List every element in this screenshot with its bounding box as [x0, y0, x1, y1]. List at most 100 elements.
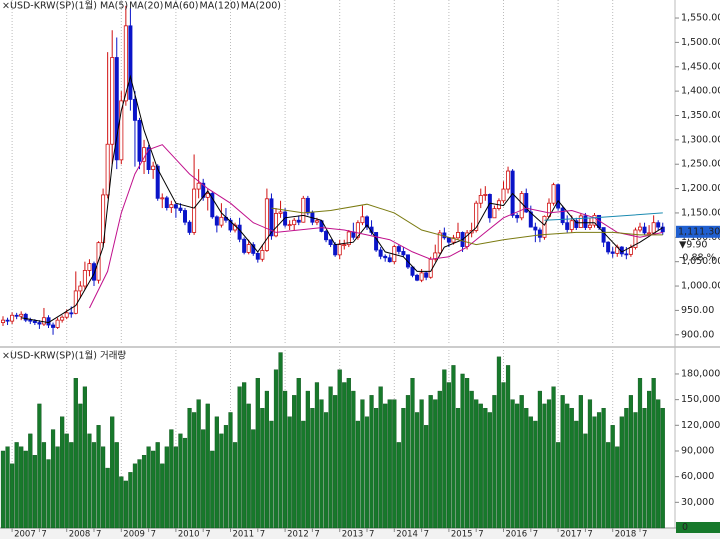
candle-body	[383, 255, 388, 259]
volume-bar	[551, 386, 556, 529]
candle-body	[606, 241, 611, 253]
y-tick-label: 1,250.00	[681, 159, 720, 170]
candle-body	[660, 226, 665, 233]
volume-bar	[624, 407, 629, 529]
x-tick-label: 7	[642, 530, 647, 539]
y-tick-label: 1,200.00	[681, 183, 720, 194]
candle-body	[428, 258, 433, 278]
candle-body	[283, 211, 288, 226]
x-tick-label: 2016	[506, 530, 528, 539]
ma-line	[544, 212, 663, 221]
volume-bar	[496, 356, 502, 529]
volume-bar	[91, 442, 97, 529]
volume-bar	[592, 416, 597, 529]
volume-bar	[323, 412, 329, 529]
volume-bar	[510, 399, 515, 529]
x-tick-label: 2007	[14, 530, 36, 539]
volume-bar	[205, 403, 210, 529]
close-icon[interactable]: ×	[2, 351, 10, 362]
candle-body	[451, 237, 456, 243]
volume-bar	[374, 407, 379, 529]
volume-bar	[596, 412, 602, 529]
volume-bar	[414, 412, 420, 529]
y-tick-label: 1,500.00	[681, 37, 720, 48]
x-tick-label: 7	[96, 530, 101, 539]
candle-body	[246, 244, 251, 253]
volume-bar	[524, 407, 529, 529]
candle-body	[78, 285, 83, 292]
current-volume: 0	[682, 522, 688, 533]
candle-body	[419, 272, 424, 281]
volume-bar	[319, 399, 324, 529]
volume-bar	[378, 386, 383, 529]
candle-body	[219, 216, 224, 226]
candle-body	[114, 57, 119, 161]
candle-body	[478, 195, 483, 204]
candle-body	[492, 208, 497, 219]
volume-bar	[537, 390, 542, 529]
candle-body	[37, 322, 42, 325]
candle-body	[506, 170, 511, 190]
volume-bar	[242, 382, 247, 529]
volume-bar	[219, 433, 224, 529]
ma-line	[21, 74, 664, 324]
volume-bar	[469, 390, 474, 529]
candle-body	[560, 207, 565, 224]
candle-body	[364, 216, 369, 228]
volume-bar	[587, 399, 593, 529]
volume-bar	[264, 390, 269, 529]
y-tick-label: 60,000	[681, 471, 714, 482]
x-tick-label: 2017	[560, 530, 582, 539]
candle-body	[301, 197, 306, 223]
y-tick-label: 120,000	[681, 420, 720, 431]
candle-body	[551, 184, 556, 204]
volume-bar	[55, 446, 60, 529]
volume-bar	[237, 386, 242, 529]
ma-line	[89, 144, 663, 309]
candle-body	[396, 246, 401, 252]
candle-body	[578, 215, 583, 228]
candle-body	[324, 231, 329, 241]
candle-body	[360, 216, 365, 224]
volume-bar	[505, 365, 511, 529]
candle-body	[424, 272, 429, 278]
candle-body	[128, 25, 133, 100]
volume-bar	[9, 463, 15, 529]
x-tick-label: 7	[424, 530, 429, 539]
legend-entry: MA(20)	[129, 1, 163, 12]
ma-line	[271, 203, 663, 246]
candle-body	[651, 222, 656, 234]
candle-body	[601, 227, 606, 243]
volume-bar	[96, 425, 101, 529]
x-tick-label: 7	[260, 530, 265, 539]
candle-body	[587, 224, 592, 228]
volume-bar	[460, 373, 465, 529]
volume-bar	[210, 450, 215, 529]
volume-bar	[446, 382, 451, 529]
volume-bar	[191, 412, 197, 529]
volume-bar	[160, 463, 165, 529]
volume-bar	[355, 420, 360, 529]
candle-body	[264, 198, 269, 251]
volume-bar	[410, 378, 415, 529]
volume-bar	[660, 407, 665, 529]
candle-body	[5, 319, 10, 322]
volume-bar	[110, 416, 115, 529]
candle-body	[483, 194, 488, 196]
candle-body	[178, 207, 183, 211]
candle-body	[242, 238, 247, 253]
volume-bar	[364, 416, 370, 529]
y-tick-label: 90,000	[681, 445, 714, 456]
candle-body	[333, 244, 338, 256]
volume-bar	[87, 433, 92, 529]
volume-bar	[0, 450, 6, 529]
candle-body	[137, 119, 142, 162]
volume-bar	[269, 420, 274, 529]
candle-body	[123, 25, 128, 102]
volume-bar	[369, 395, 374, 529]
candle-body	[164, 197, 169, 208]
x-tick-label: 7	[533, 530, 538, 539]
candle-body	[0, 319, 6, 323]
close-icon[interactable]: ×	[2, 1, 10, 12]
volume-bar	[14, 442, 19, 529]
